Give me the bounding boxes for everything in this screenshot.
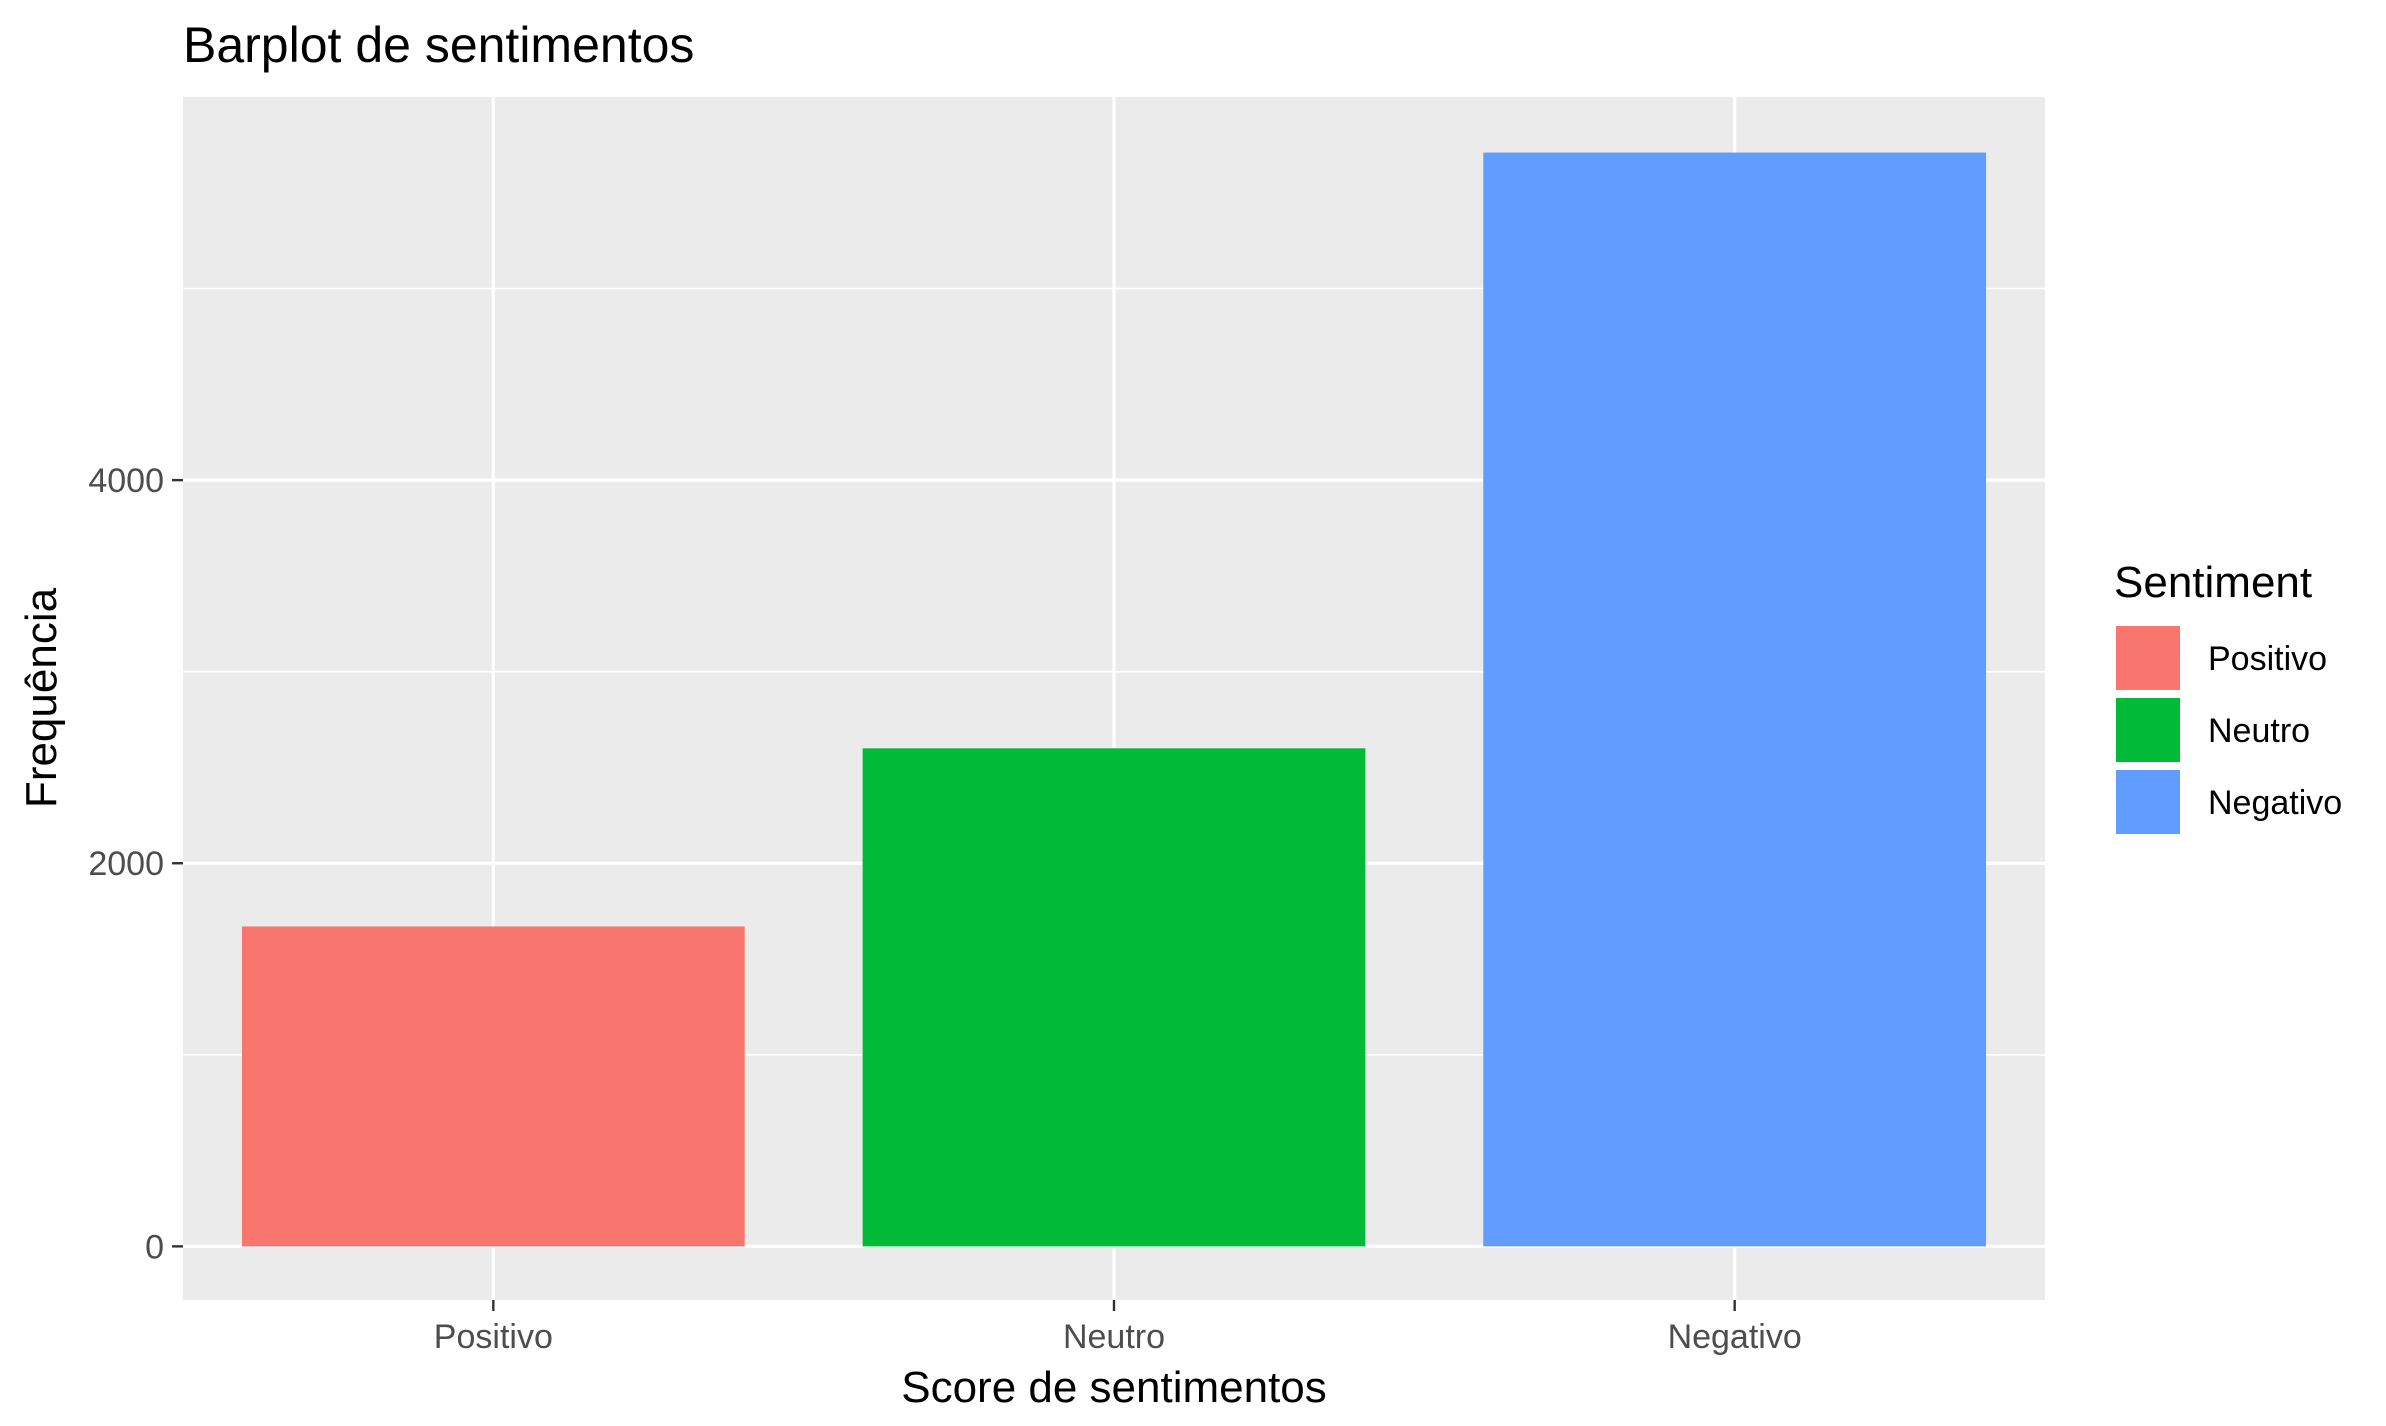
chart-title: Barplot de sentimentos (183, 17, 694, 73)
legend: Sentiment Positivo Neutro Negativo (2114, 558, 2342, 836)
y-tick-label: 2000 (88, 845, 164, 883)
x-tick-label: Negativo (1668, 1318, 1802, 1356)
bar-neutro (862, 748, 1366, 1247)
y-tick-label: 0 (145, 1228, 164, 1266)
legend-key-neutro (2116, 698, 2180, 762)
legend-label: Neutro (2208, 712, 2310, 750)
bar-negativo (1483, 152, 1987, 1247)
y-axis-title: Frequência (17, 587, 66, 808)
legend-label: Positivo (2208, 640, 2327, 678)
x-tick-label: Positivo (434, 1318, 553, 1356)
bar-positivo (241, 926, 745, 1247)
legend-label: Negativo (2208, 784, 2342, 822)
y-tick-label: 4000 (88, 462, 164, 500)
x-axis-title: Score de sentimentos (901, 1363, 1327, 1412)
x-tick-label: Neutro (1063, 1318, 1165, 1356)
legend-title: Sentiment (2114, 558, 2312, 607)
legend-key-negativo (2116, 770, 2180, 834)
y-axis: 0 2000 4000 (88, 462, 183, 1266)
legend-key-positivo (2116, 626, 2180, 690)
bars (241, 152, 1987, 1247)
x-axis: Positivo Neutro Negativo (434, 1300, 1802, 1356)
